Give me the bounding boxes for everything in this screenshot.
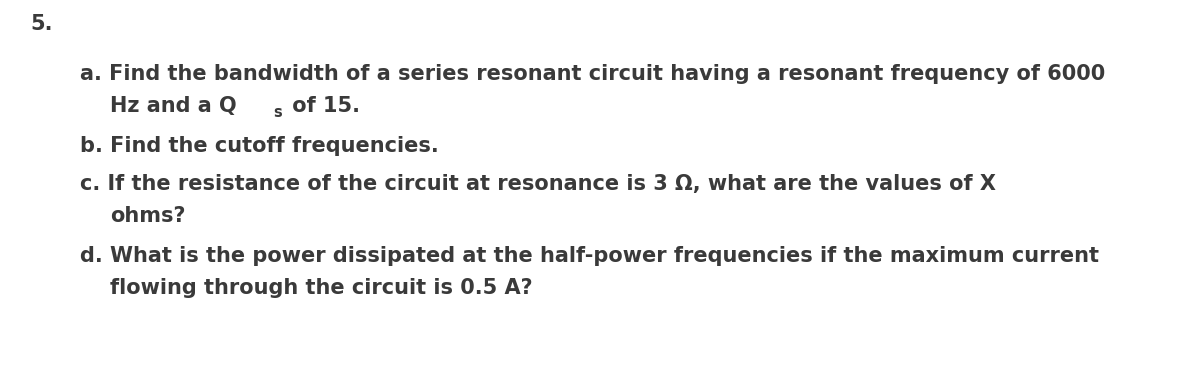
Text: Hz and a Q: Hz and a Q: [110, 96, 236, 116]
Text: c. If the resistance of the circuit at resonance is 3 Ω, what are the values of : c. If the resistance of the circuit at r…: [80, 174, 996, 194]
Text: s: s: [274, 105, 282, 120]
Text: of 15.: of 15.: [284, 96, 360, 116]
Text: d. What is the power dissipated at the half-power frequencies if the maximum cur: d. What is the power dissipated at the h…: [80, 246, 1099, 266]
Text: flowing through the circuit is 0.5 A?: flowing through the circuit is 0.5 A?: [110, 278, 533, 298]
Text: b. Find the cutoff frequencies.: b. Find the cutoff frequencies.: [80, 136, 439, 156]
Text: 5.: 5.: [30, 14, 53, 34]
Text: ohms?: ohms?: [110, 206, 186, 226]
Text: a. Find the bandwidth of a series resonant circuit having a resonant frequency o: a. Find the bandwidth of a series resona…: [80, 64, 1105, 84]
